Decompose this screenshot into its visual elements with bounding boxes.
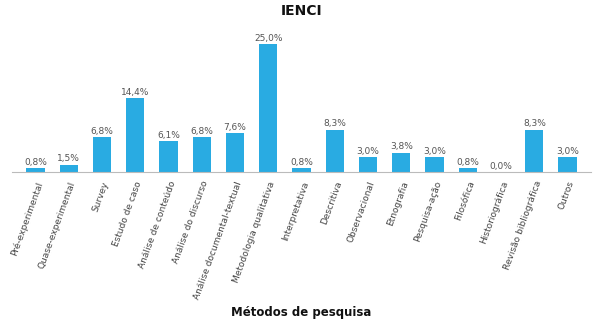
Bar xyxy=(392,153,411,172)
Text: 6,8%: 6,8% xyxy=(90,127,114,136)
Text: 3,0%: 3,0% xyxy=(356,147,380,156)
Text: 7,6%: 7,6% xyxy=(224,123,246,132)
Text: 6,1%: 6,1% xyxy=(157,130,180,140)
Bar xyxy=(525,130,543,172)
Text: 6,8%: 6,8% xyxy=(190,127,213,136)
Text: 1,5%: 1,5% xyxy=(58,154,80,163)
Bar xyxy=(93,137,111,172)
X-axis label: Métodos de pesquisa: Métodos de pesquisa xyxy=(231,306,372,319)
Bar xyxy=(359,157,377,172)
Bar xyxy=(559,157,577,172)
Bar xyxy=(193,137,211,172)
Text: 3,0%: 3,0% xyxy=(556,147,579,156)
Text: 8,3%: 8,3% xyxy=(523,120,546,128)
Bar xyxy=(60,164,78,172)
Bar xyxy=(226,133,244,172)
Text: 0,0%: 0,0% xyxy=(490,162,512,171)
Bar xyxy=(126,99,145,172)
Text: 3,8%: 3,8% xyxy=(390,142,413,151)
Bar xyxy=(159,141,178,172)
Bar xyxy=(292,168,311,172)
Bar xyxy=(259,44,277,172)
Bar xyxy=(459,168,477,172)
Title: IENCI: IENCI xyxy=(281,4,322,18)
Text: 3,0%: 3,0% xyxy=(423,147,446,156)
Text: 0,8%: 0,8% xyxy=(456,158,479,167)
Text: 0,8%: 0,8% xyxy=(24,158,47,167)
Bar xyxy=(425,157,444,172)
Text: 25,0%: 25,0% xyxy=(254,34,283,43)
Text: 14,4%: 14,4% xyxy=(121,88,149,97)
Text: 8,3%: 8,3% xyxy=(324,120,346,128)
Bar xyxy=(325,130,344,172)
Text: 0,8%: 0,8% xyxy=(290,158,313,167)
Bar xyxy=(26,168,45,172)
